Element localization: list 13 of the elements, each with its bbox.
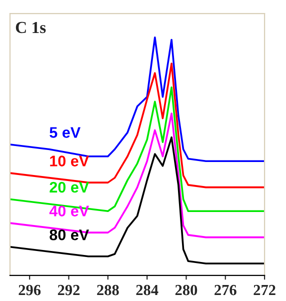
x-tick-label: 276 — [214, 284, 236, 296]
x-tick-label: 292 — [58, 284, 80, 296]
x-tick-label: 284 — [136, 284, 158, 296]
x-tick-label: 280 — [175, 284, 198, 296]
x-tick-label: 296 — [18, 284, 41, 296]
series-label: 10 eV — [50, 156, 89, 166]
x-tick-label: 272 — [254, 284, 276, 296]
series-label: 20 eV — [50, 182, 89, 193]
x-tick-label: 288 — [97, 284, 119, 296]
series-label: 80 eV — [50, 229, 89, 240]
chart-title: C 1s — [16, 22, 46, 34]
series-label: 5 eV — [50, 127, 80, 138]
series-label: 40 eV — [49, 206, 89, 216]
